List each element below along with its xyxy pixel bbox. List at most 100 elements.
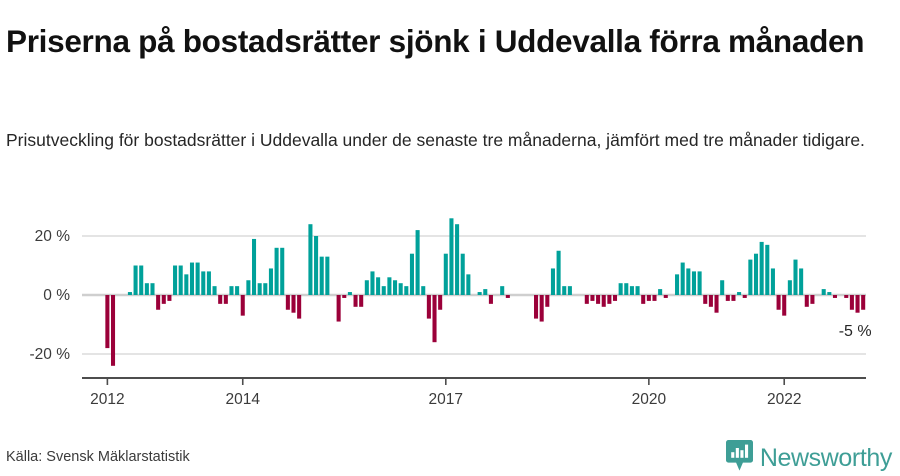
chart-bar (218, 295, 223, 304)
chart-bar (387, 277, 392, 295)
chart-bar (703, 295, 708, 304)
page-title: Priserna på bostadsrätter sjönk i Uddeva… (6, 23, 865, 60)
chart-bar (765, 244, 770, 295)
chart-bar (381, 286, 386, 295)
chart-bar (483, 289, 488, 295)
y-axis-tick-label: 0 % (43, 287, 70, 304)
y-axis-tick-label: 20 % (35, 228, 71, 245)
chart-bar (150, 283, 155, 295)
chart-bar (268, 268, 273, 295)
chart-bar (748, 259, 753, 295)
chart-bar (720, 280, 725, 295)
chart-bar (861, 295, 866, 310)
chart-bar (364, 280, 369, 295)
chart-bar (799, 268, 804, 295)
chart-bar (770, 268, 775, 295)
chart-bar (500, 286, 505, 295)
page-subtitle: Prisutveckling för bostadsrätter i Uddev… (6, 129, 865, 150)
chart-bar (178, 265, 183, 295)
chart-bar (393, 280, 398, 295)
chart-bar (325, 256, 330, 295)
chart-bar (212, 286, 217, 295)
x-axis-tick-label: 2017 (429, 391, 463, 408)
chart-bar (550, 268, 555, 295)
brand-name: Newsworthy (759, 443, 893, 472)
x-axis-tick-label: 2012 (90, 391, 124, 408)
chart-bar (488, 295, 493, 304)
y-axis-tick-label: -20 % (30, 346, 71, 363)
source-note: Källa: Svensk Mäklarstatistik (6, 449, 190, 465)
chart-bar (590, 295, 595, 301)
chart-bar (415, 230, 420, 295)
chart-bar (443, 253, 448, 295)
chart-bar (133, 265, 138, 295)
chart-bar (455, 224, 460, 295)
chart-bar (844, 295, 849, 298)
chart-bar (308, 224, 313, 295)
chart-bar (635, 286, 640, 295)
chart-bar (737, 292, 742, 295)
chart-bar (235, 286, 240, 295)
chart-bar (319, 256, 324, 295)
chart-canvas: 20 % 0 % -20 % 2012 2014 2017 2020 2022 -5 % (30, 218, 872, 408)
chart-bar (195, 262, 200, 295)
chart-bar (184, 274, 189, 295)
chart-bar (421, 286, 426, 295)
chart-bar (658, 289, 663, 295)
chart-bar (139, 265, 144, 295)
chart-bar (556, 250, 561, 295)
chart-bar (353, 295, 358, 307)
chart-bar (438, 295, 443, 310)
chart-bar (759, 241, 764, 295)
chart-bar (404, 286, 409, 295)
chart-bar (376, 277, 381, 295)
chart-bar (460, 253, 465, 295)
chart-bar (697, 271, 702, 295)
chart-bar (742, 295, 747, 298)
brand-logo[interactable]: Newsworthy (725, 440, 893, 476)
x-axis-tick-label: 2014 (226, 391, 261, 408)
chart-bar (432, 295, 437, 343)
chart-bar (291, 295, 296, 313)
chart-bar (110, 295, 116, 366)
chart-bar (562, 286, 567, 295)
chart-bar (240, 295, 245, 316)
chart-bar (156, 295, 161, 310)
chart-bar (144, 283, 149, 295)
chart-bar (793, 259, 798, 295)
chart-bar (314, 236, 319, 295)
chart-bar (252, 238, 257, 295)
chart-bar (624, 283, 629, 295)
chart-bar (708, 295, 713, 307)
chart-bar (810, 295, 815, 304)
chart-bar (280, 247, 285, 295)
chart-bar (409, 253, 414, 295)
chart-bar (426, 295, 431, 319)
chart-bar (206, 271, 211, 295)
chart-bar (675, 274, 680, 295)
chart-bar (567, 286, 572, 295)
chart-bar (663, 295, 668, 298)
chart-bar (607, 295, 612, 304)
chart-bar (652, 295, 657, 301)
chart-bar (680, 262, 685, 295)
chart-bar (246, 280, 251, 295)
chart-bar (827, 292, 832, 295)
chart-bar (641, 295, 646, 304)
chart-bar (821, 289, 826, 295)
chart-bar (167, 295, 172, 301)
chart-bar (297, 295, 302, 319)
chart-bar (596, 295, 601, 304)
chart-bar (618, 283, 623, 295)
chart-bar (832, 295, 838, 298)
chart-bar (105, 295, 110, 349)
chart-bar (782, 295, 787, 316)
chart-bar (161, 295, 166, 304)
chart-bar (731, 295, 736, 301)
chart-bar (787, 280, 792, 295)
chart-bar (347, 292, 352, 295)
chart-bar (545, 295, 550, 307)
chart-bar (534, 295, 539, 319)
chart-bar (753, 253, 759, 295)
